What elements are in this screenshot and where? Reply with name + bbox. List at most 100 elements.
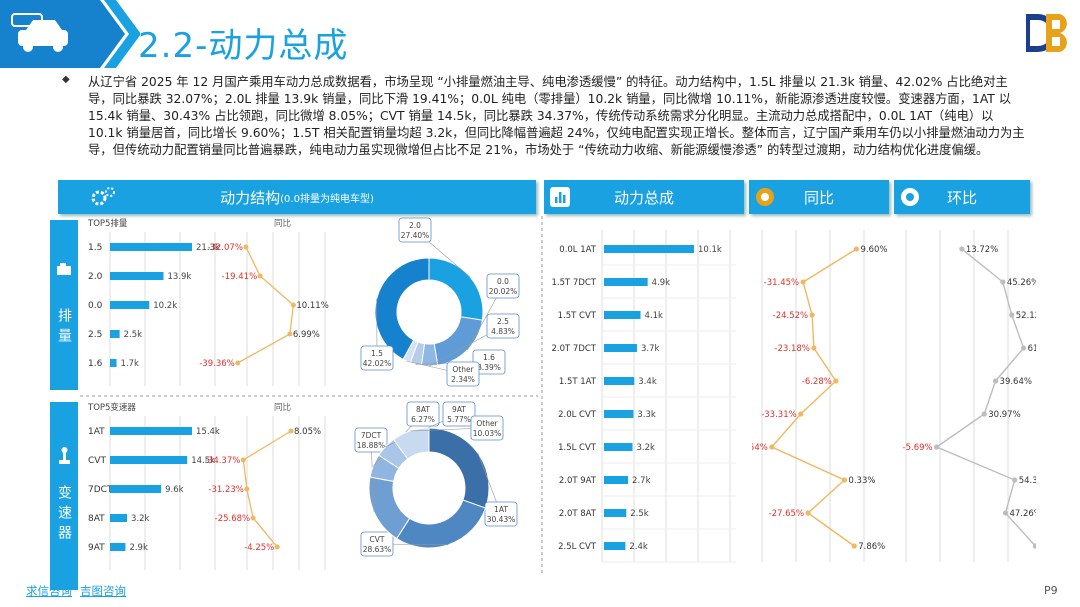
header-banner — [0, 0, 140, 68]
bar-label: 15.4k — [196, 427, 220, 437]
chart-mom: 13.72% 45.26% 52.12% 61.22% 39.64% 30.97% -5.6… — [903, 230, 1036, 562]
yoy-label: -19.41% — [222, 272, 257, 282]
pie-label-value: 20.02% — [489, 287, 518, 296]
category-label: CVT — [88, 456, 106, 466]
bar-label: 3.3k — [637, 410, 656, 420]
pie-label-name: Other — [476, 419, 498, 428]
chart-displacement: TOP5排量 同比 1.5 21.3k 2.0 13.9k 0.0 10.2k 2.5 2.5k 1… — [87, 218, 329, 386]
summary-text: 从辽宁省 2025 年 12 月国产乘用车动力总成数据看，市场呈现 “小排量燃油… — [88, 75, 1025, 157]
trend-label: 9.60% — [860, 245, 887, 255]
page-title: 2.2-动力总成 — [138, 26, 349, 66]
yoy-label: 10.11% — [296, 301, 328, 311]
trend-point — [833, 378, 839, 384]
trend-point — [1012, 477, 1018, 483]
category-label: 1.5T CVT — [558, 311, 597, 321]
bar — [110, 514, 128, 522]
header-structure-label: 动力结构 — [220, 188, 281, 207]
trend-point — [1032, 543, 1036, 549]
trend-label: -27.65% — [769, 509, 804, 519]
trend-point — [981, 411, 987, 417]
trend-point — [841, 477, 848, 483]
bar — [110, 456, 188, 464]
trend-point — [805, 510, 811, 516]
pie-label-name: 1AT — [494, 505, 508, 514]
bar — [604, 311, 641, 319]
footer-link-1[interactable]: 求信咨询 — [26, 584, 72, 598]
pie-label-box — [398, 217, 432, 243]
pie-label-name: 9AT — [452, 405, 466, 414]
bar — [604, 542, 626, 550]
category-label: 2.0T 8AT — [559, 509, 597, 519]
header-powertrain-label: 动力总成 — [613, 188, 674, 207]
trend-point — [798, 411, 804, 417]
trend-label: -33.31% — [761, 410, 796, 420]
yoy-label: -25.68% — [215, 514, 250, 524]
pie-label-value: 2.34% — [451, 375, 475, 384]
yoy-label: -39.36% — [199, 359, 234, 369]
mom-icon — [900, 187, 920, 211]
yoy-icon — [755, 187, 775, 211]
bar-label: 4.1k — [645, 311, 664, 321]
yoy-point — [274, 544, 280, 550]
pie-label-value: 10.03% — [473, 429, 502, 438]
pie-label-value: 4.83% — [491, 327, 515, 336]
bar — [110, 543, 126, 551]
pie-label-name: 2.0 — [409, 221, 421, 230]
trend-label: -23.18% — [774, 344, 809, 354]
bar-label: 2.5k — [124, 330, 143, 340]
chart-powertrain: 0.0L 1AT 10.1k 1.5T 7DCT 4.9k 1.5T CVT 4.1k 2.… — [552, 230, 736, 563]
yoy-point — [244, 486, 250, 492]
bullet-icon: ◆ — [62, 74, 70, 85]
trend-label: 13.72% — [966, 245, 998, 255]
trend-point — [800, 279, 806, 285]
bar — [604, 278, 648, 286]
trend-point — [809, 312, 815, 318]
header-structure: 动力结构 (0.0排量为纯电车型) — [58, 180, 536, 214]
category-label: 1.5T 7DCT — [552, 278, 597, 288]
yoy-label: -32.07% — [207, 243, 242, 253]
trend-line — [770, 248, 857, 547]
bar-label: 3.2k — [637, 443, 656, 453]
side-displacement: 排量 — [50, 220, 78, 390]
category-label: 1.6 — [88, 359, 103, 369]
yoy-point — [257, 273, 263, 279]
category-label: 1.5T 1AT — [559, 377, 597, 387]
trend-label: -24.52% — [773, 311, 808, 321]
bar — [110, 427, 192, 435]
bar — [110, 301, 150, 309]
page-number: P9 — [1044, 584, 1058, 597]
yoy-point — [290, 302, 296, 308]
trend-label: -6.28% — [802, 377, 832, 387]
pie-label-name: 0.0 — [497, 277, 509, 286]
pie-label-name: 1.5 — [371, 349, 383, 358]
chart-displacement-pie: 2.027.40% 0.020.02% 2.54.83% 1.63.39%Other2… — [360, 217, 520, 387]
yoy-title: 同比 — [274, 218, 291, 229]
bar-chart-icon — [550, 187, 570, 207]
yoy-point — [287, 331, 293, 337]
header-mom: 环比 — [894, 180, 1030, 214]
trend-point — [853, 246, 860, 252]
header-structure-note: (0.0排量为纯电车型) — [280, 193, 374, 205]
trend-point — [1009, 312, 1015, 318]
pie-label-box — [486, 273, 520, 299]
separator — [80, 395, 538, 397]
bar-label: 4.9k — [652, 278, 671, 288]
trend-label: 47.26% — [1009, 509, 1036, 519]
brand-logo — [1026, 14, 1067, 52]
bar — [604, 410, 634, 418]
category-label: 2.0L CVT — [558, 410, 597, 420]
footer-link-2[interactable]: 吉图咨询 — [80, 584, 126, 598]
category-label: 1AT — [88, 427, 105, 437]
yoy-line — [237, 246, 295, 364]
side-gearbox-label: 变速器 — [56, 485, 72, 545]
trend-point — [769, 444, 775, 450]
bar — [604, 443, 633, 451]
pie-label-box — [486, 313, 520, 339]
pie-label-box — [354, 427, 388, 453]
pie-label-name: 7DCT — [361, 431, 382, 440]
pie-label-name: 2.5 — [497, 317, 509, 326]
pie-label-value: 3.39% — [477, 363, 501, 372]
bar-label: 3.4k — [638, 377, 657, 387]
side-gearbox: 变速器 — [50, 402, 78, 590]
